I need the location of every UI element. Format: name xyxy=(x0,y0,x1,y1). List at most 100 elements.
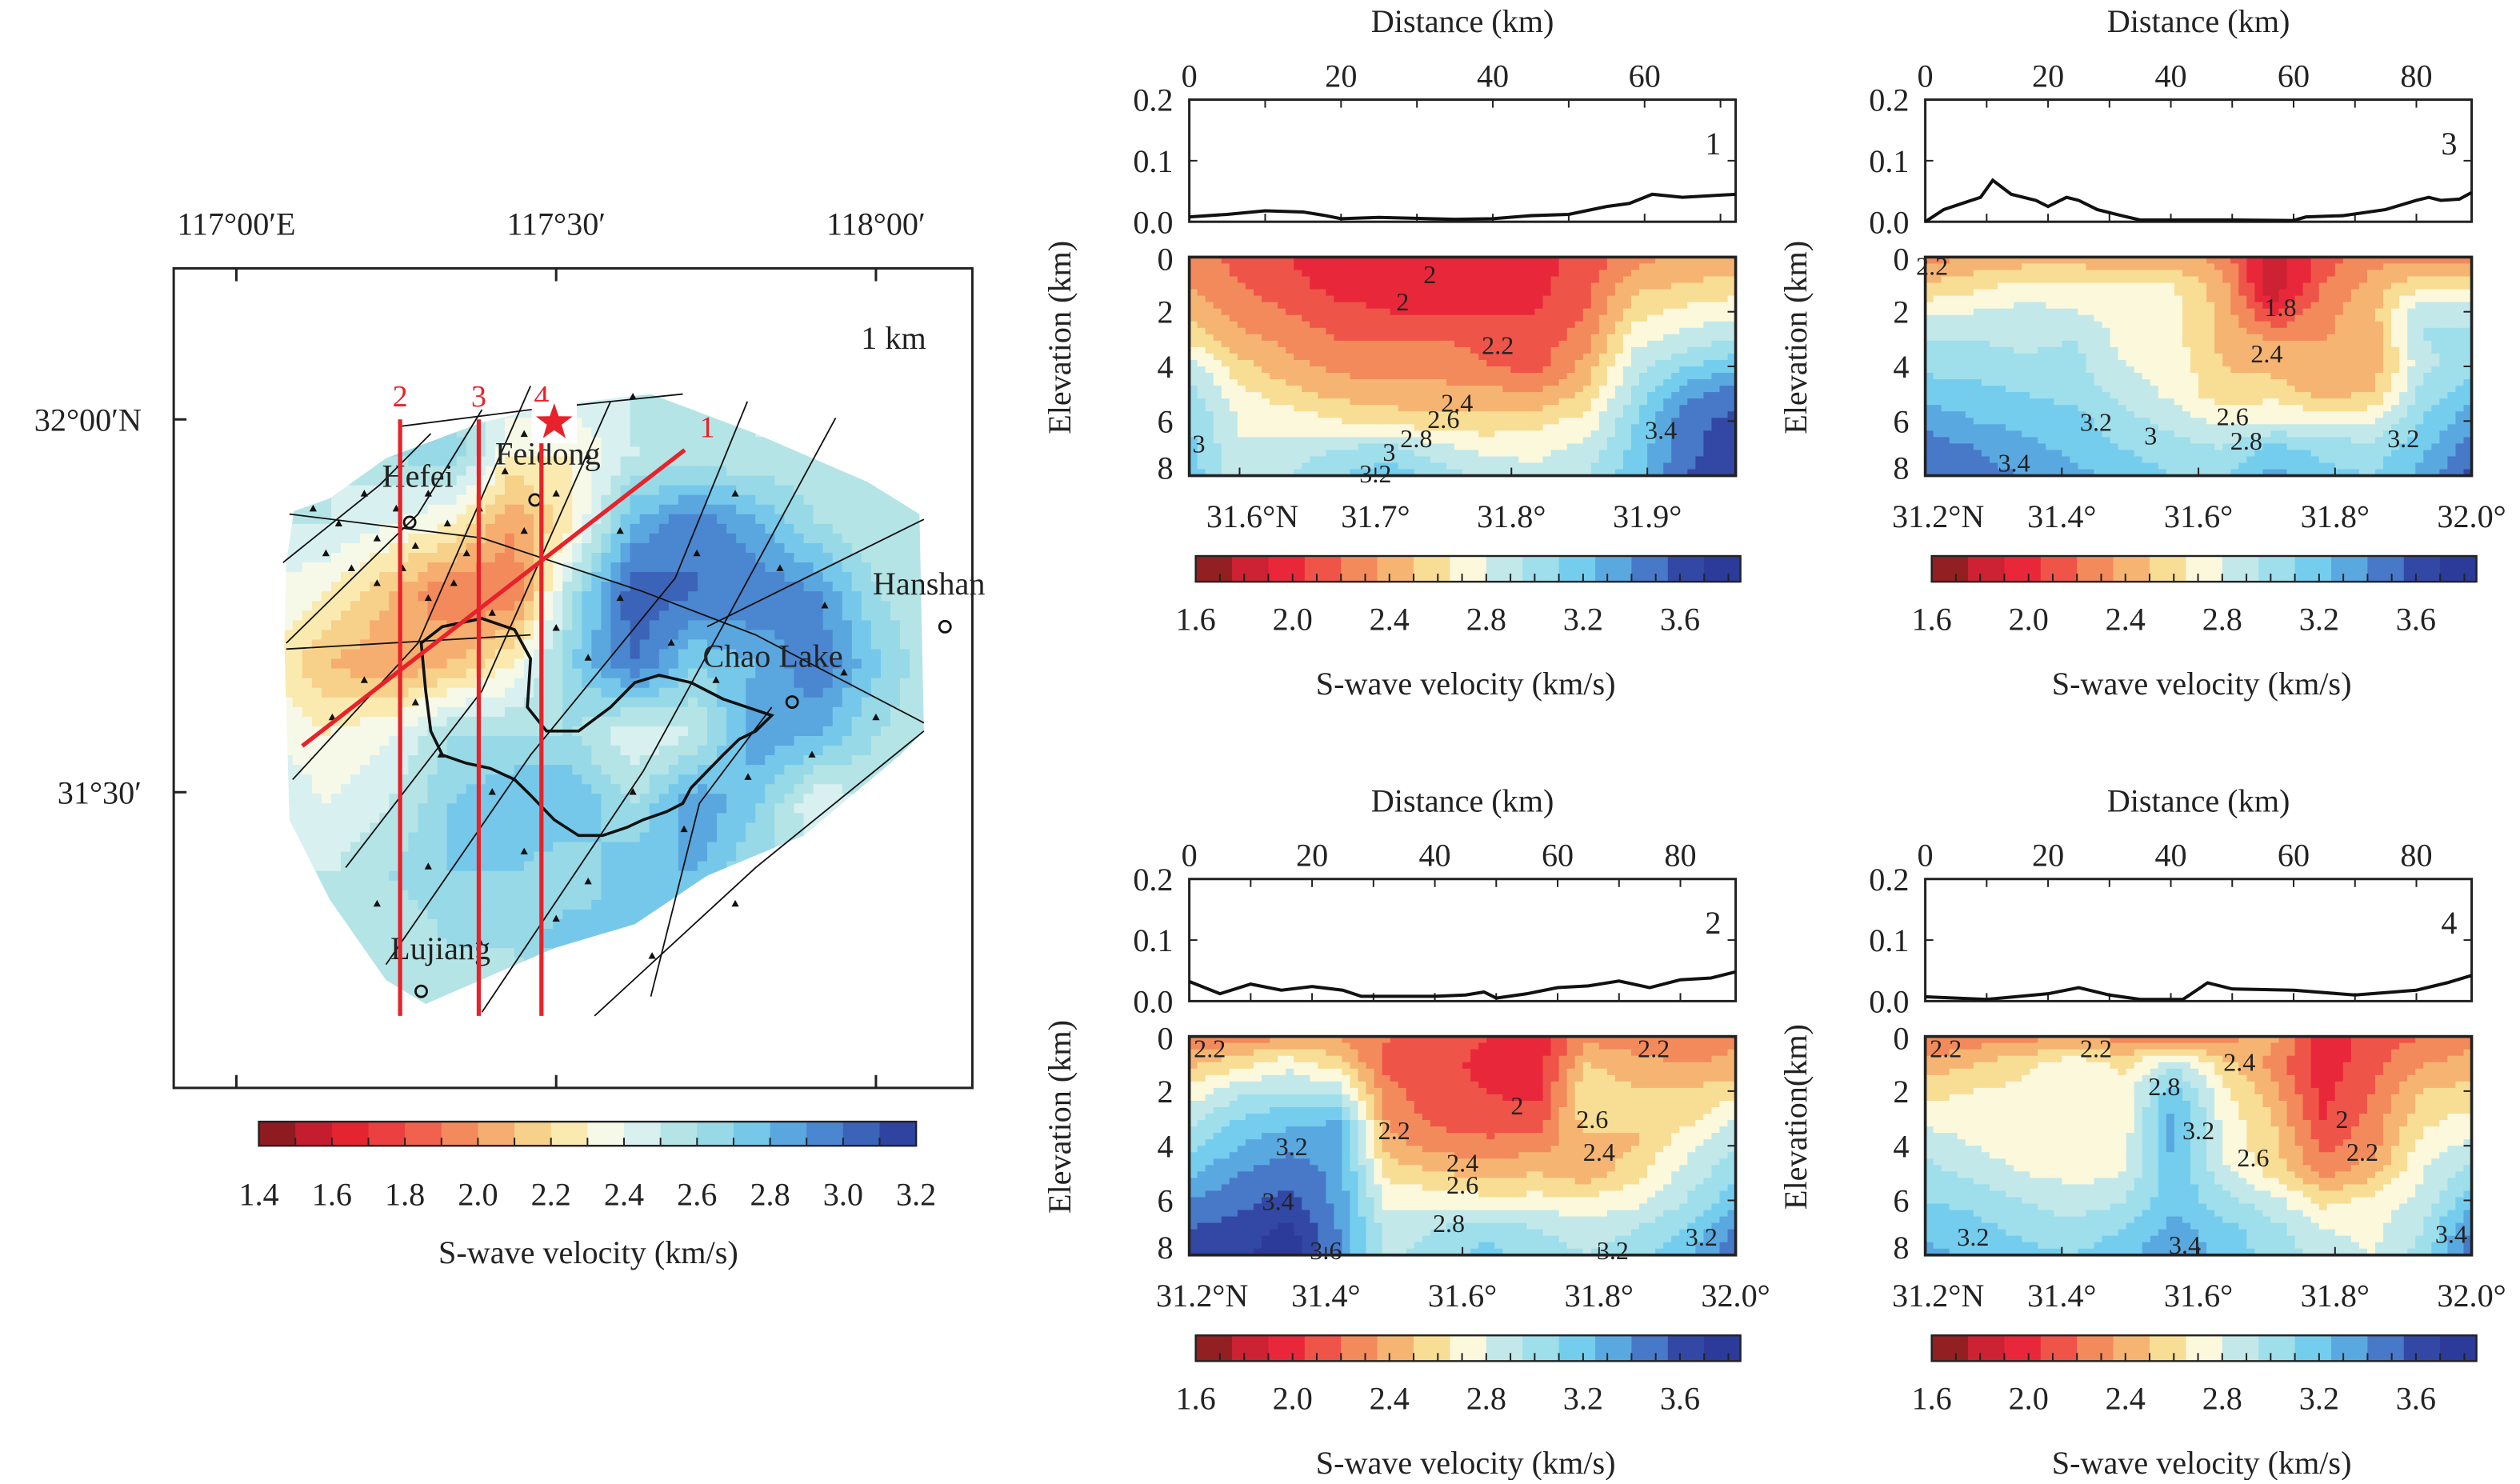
velocity-cell xyxy=(341,562,351,573)
velocity-cell xyxy=(726,591,737,602)
velocity-cell xyxy=(881,832,891,842)
velocity-cell xyxy=(505,794,515,804)
velocity-cell xyxy=(389,755,399,766)
velocity-cell xyxy=(331,852,342,862)
velocity-cell xyxy=(688,958,698,968)
velocity-cell xyxy=(669,726,679,737)
velocity-cell xyxy=(774,486,785,496)
velocity-cell xyxy=(572,543,582,554)
velocity-cell xyxy=(379,726,390,737)
velocity-cell xyxy=(659,910,670,920)
velocity-cell xyxy=(312,476,322,486)
velocity-cell xyxy=(774,746,785,756)
velocity-cell xyxy=(447,601,458,611)
velocity-cell xyxy=(283,938,294,949)
velocity-cell xyxy=(765,620,775,630)
velocity-cell xyxy=(650,996,660,1006)
velocity-cell xyxy=(360,572,370,582)
velocity-cell xyxy=(736,553,746,563)
velocity-cell xyxy=(910,446,920,457)
velocity-cell xyxy=(698,842,708,853)
velocity-cell xyxy=(505,726,515,737)
velocity-cell xyxy=(543,784,554,794)
velocity-cell xyxy=(746,967,756,978)
velocity-cell xyxy=(447,746,458,756)
velocity-cell xyxy=(736,437,746,447)
velocity-cell xyxy=(418,427,428,438)
velocity-cell xyxy=(784,881,794,891)
velocity-cell xyxy=(823,398,834,409)
velocity-cell xyxy=(293,418,303,428)
velocity-cell xyxy=(717,862,727,872)
velocity-cell xyxy=(746,534,756,544)
velocity-cell xyxy=(398,1015,409,1026)
velocity-cell xyxy=(447,389,458,399)
velocity-cell xyxy=(862,746,872,756)
velocity-cell xyxy=(331,466,342,477)
velocity-cell xyxy=(929,446,939,457)
velocity-cell xyxy=(765,977,775,987)
velocity-cell xyxy=(890,813,901,823)
velocity-cell xyxy=(293,822,303,833)
velocity-cell xyxy=(717,803,727,814)
velocity-cell xyxy=(562,890,573,901)
velocity-cell xyxy=(360,601,370,611)
velocity-cell xyxy=(610,890,621,901)
velocity-cell xyxy=(447,659,458,670)
velocity-cell xyxy=(274,900,284,910)
velocity-cell xyxy=(833,996,843,1006)
velocity-cell xyxy=(350,620,361,630)
velocity-cell xyxy=(495,890,506,901)
velocity-cell xyxy=(350,890,361,901)
velocity-cell xyxy=(948,437,958,447)
velocity-cell xyxy=(408,620,418,630)
velocity-cell xyxy=(591,553,602,563)
velocity-cell xyxy=(331,862,342,872)
velocity-cell xyxy=(630,553,641,563)
velocity-cell xyxy=(341,746,351,756)
velocity-cell xyxy=(871,813,882,823)
velocity-cell xyxy=(804,514,814,525)
velocity-cell xyxy=(601,534,611,544)
velocity-cell xyxy=(293,774,303,785)
velocity-cell xyxy=(650,610,660,621)
velocity-cell xyxy=(389,996,399,1006)
velocity-cell xyxy=(360,977,370,987)
velocity-cell xyxy=(341,466,351,477)
velocity-cell xyxy=(283,996,294,1006)
velocity-cell xyxy=(890,456,901,466)
velocity-cell xyxy=(293,562,303,573)
velocity-cell xyxy=(350,688,361,698)
velocity-cell xyxy=(389,659,399,670)
velocity-cell xyxy=(774,803,785,814)
velocity-cell xyxy=(514,813,525,823)
velocity-cell xyxy=(938,398,949,409)
velocity-cell xyxy=(418,852,428,862)
colorbar-swatch xyxy=(587,1122,624,1146)
velocity-cell xyxy=(774,938,785,949)
velocity-cell xyxy=(302,1026,313,1036)
velocity-cell xyxy=(283,832,294,842)
velocity-cell xyxy=(331,871,342,882)
velocity-cell xyxy=(774,881,785,891)
velocity-cell xyxy=(591,784,602,794)
velocity-cell xyxy=(678,505,689,515)
velocity-cell xyxy=(293,476,303,486)
velocity-cell xyxy=(678,495,689,506)
velocity-cell xyxy=(302,832,313,842)
velocity-cell xyxy=(726,514,737,525)
velocity-cell xyxy=(302,601,313,611)
velocity-cell xyxy=(669,794,679,804)
velocity-cell xyxy=(678,977,689,987)
velocity-cell xyxy=(842,813,853,823)
velocity-cell xyxy=(505,562,515,573)
velocity-cell xyxy=(910,842,920,853)
velocity-cell xyxy=(938,755,949,766)
velocity-cell xyxy=(919,427,930,438)
velocity-cell xyxy=(505,948,515,958)
velocity-cell xyxy=(283,813,294,823)
velocity-cell xyxy=(601,591,611,602)
velocity-cell xyxy=(457,572,467,582)
velocity-cell xyxy=(331,929,342,939)
velocity-cell xyxy=(331,591,342,602)
